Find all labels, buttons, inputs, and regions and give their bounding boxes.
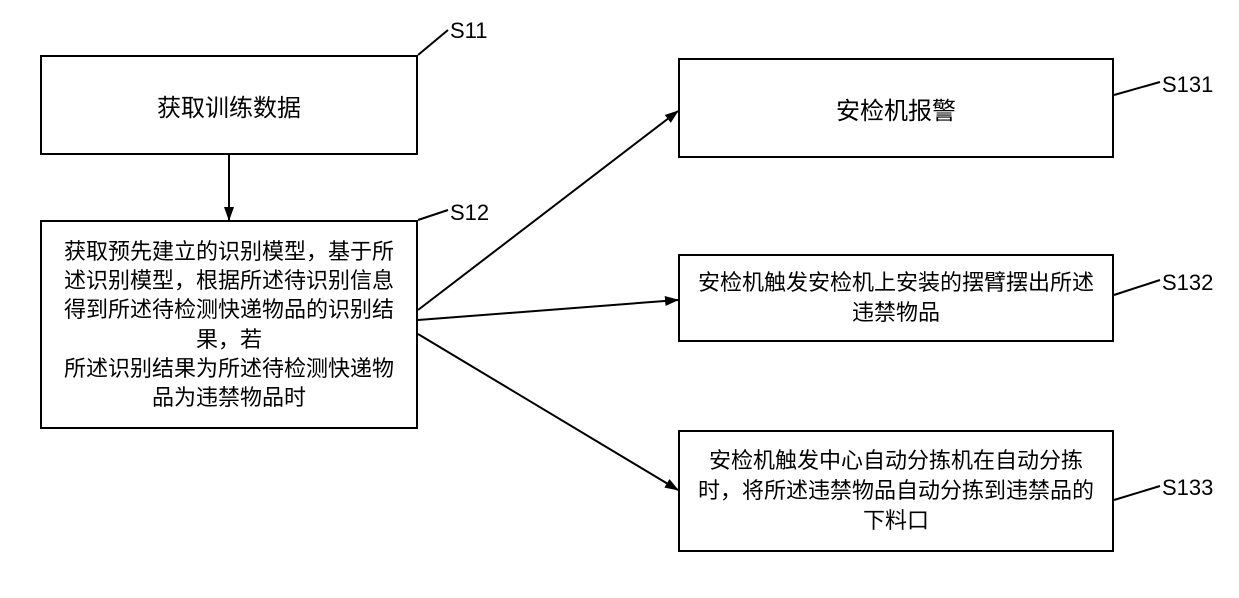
node-s12-text: 获取预先建立的识别模型，基于所述识别模型，根据所述待识别信息得到所述待检测快递物… [56, 237, 402, 411]
label-s12: S12 [450, 200, 489, 226]
label-s131-text: S131 [1162, 72, 1213, 97]
label-s11: S11 [450, 18, 488, 44]
node-s11-text: 获取训练数据 [157, 88, 301, 123]
node-s12: 获取预先建立的识别模型，基于所述识别模型，根据所述待识别信息得到所述待检测快递物… [40, 220, 418, 429]
label-s132-text: S132 [1162, 270, 1213, 295]
node-s133: 安检机触发中心自动分拣机在自动分拣时，将所述违禁物品自动分拣到违禁品的下料口 [678, 430, 1114, 552]
label-s133-text: S133 [1162, 475, 1213, 500]
label-s12-text: S12 [450, 200, 489, 225]
node-s11: 获取训练数据 [40, 55, 418, 155]
label-s131: S131 [1162, 72, 1213, 98]
flowchart-canvas: 获取训练数据 获取预先建立的识别模型，基于所述识别模型，根据所述待识别信息得到所… [0, 0, 1239, 598]
node-s131: 安检机报警 [678, 58, 1114, 158]
node-s131-text: 安检机报警 [836, 91, 956, 126]
label-s133: S133 [1162, 475, 1213, 501]
label-s132: S132 [1162, 270, 1213, 296]
node-s132: 安检机触发安检机上安装的摆臂摆出所述违禁物品 [678, 254, 1114, 342]
node-s133-text: 安检机触发中心自动分拣机在自动分拣时，将所述违禁物品自动分拣到违禁品的下料口 [694, 446, 1098, 535]
label-s11-text: S11 [450, 18, 488, 43]
node-s132-text: 安检机触发安检机上安装的摆臂摆出所述违禁物品 [694, 268, 1098, 327]
